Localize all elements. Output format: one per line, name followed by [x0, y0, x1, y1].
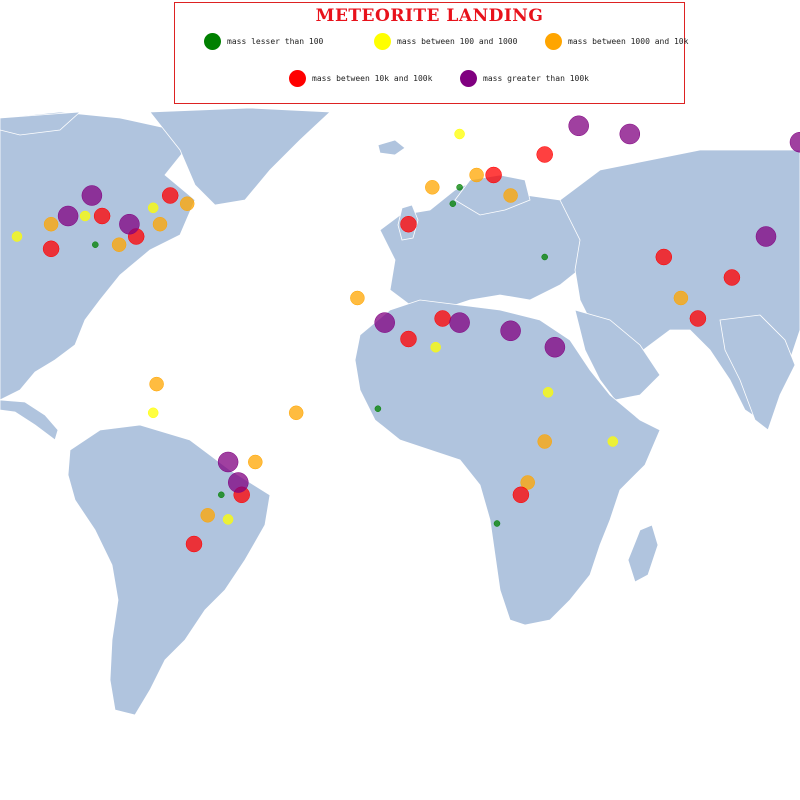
meteorite-marker[interactable] [374, 405, 382, 412]
legend-swatch [545, 33, 562, 50]
land-iceland [377, 139, 406, 156]
meteorite-marker[interactable] [92, 241, 99, 248]
land-greenland [149, 107, 331, 206]
legend-label: mass lesser than 100 [227, 37, 324, 46]
meteorite-marker[interactable] [434, 310, 451, 327]
meteorite-marker[interactable] [218, 491, 225, 499]
meteorite-marker[interactable] [430, 341, 441, 353]
meteorite-marker[interactable] [248, 454, 263, 470]
meteorite-marker[interactable] [755, 226, 777, 247]
meteorite-marker[interactable] [425, 180, 440, 195]
meteorite-marker[interactable] [57, 205, 79, 227]
meteorite-marker[interactable] [161, 187, 179, 204]
meteorite-marker[interactable] [42, 240, 60, 258]
meteorite-marker[interactable] [79, 210, 91, 222]
meteorite-marker[interactable] [655, 248, 673, 266]
meteorite-marker[interactable] [469, 167, 484, 183]
meteorite-marker[interactable] [456, 184, 463, 191]
land-masses [0, 107, 800, 716]
meteorite-marker[interactable] [228, 472, 249, 493]
legend-item-1000-10k: mass between 1000 and 10k [545, 33, 688, 50]
meteorite-marker[interactable] [200, 508, 215, 523]
legend: METEORITE LANDING mass lesser than 100 m… [174, 2, 688, 104]
legend-swatch [460, 70, 477, 87]
meteorite-marker[interactable] [179, 196, 195, 211]
meteorite-marker[interactable] [119, 213, 140, 235]
meteorite-marker[interactable] [544, 336, 566, 358]
meteorite-marker[interactable] [542, 387, 554, 398]
meteorite-marker[interactable] [400, 215, 417, 233]
legend-swatch [374, 33, 391, 50]
meteorite-marker[interactable] [493, 520, 501, 527]
map-title: METEORITE LANDING [315, 6, 544, 26]
meteorite-marker[interactable] [536, 146, 553, 163]
meteorite-marker[interactable] [449, 312, 470, 333]
legend-item-10k-100k: mass between 10k and 100k [289, 70, 432, 87]
meteorite-marker[interactable] [449, 200, 457, 207]
legend-item-100-1000: mass between 100 and 1000 [374, 33, 517, 50]
meteorite-marker[interactable] [689, 310, 707, 327]
legend-label: mass between 1000 and 10k [568, 37, 689, 46]
meteorite-marker[interactable] [541, 253, 548, 261]
legend-label: mass greater than 100k [483, 74, 589, 83]
meteorite-marker[interactable] [288, 405, 304, 421]
meteorite-marker[interactable] [520, 475, 535, 490]
meteorite-marker[interactable] [185, 535, 203, 553]
legend-swatch [289, 70, 306, 87]
meteorite-marker[interactable] [537, 434, 552, 449]
meteorite-marker[interactable] [723, 269, 741, 286]
meteorite-marker[interactable] [147, 202, 159, 214]
legend-label: mass between 10k and 100k [312, 74, 433, 83]
meteorite-marker[interactable] [619, 123, 641, 145]
meteorite-marker[interactable] [152, 216, 168, 232]
land-madagascar [627, 524, 659, 583]
land-arctic-islands-na [0, 111, 82, 136]
land-arabia-india [574, 309, 796, 431]
meteorite-marker[interactable] [485, 166, 502, 184]
legend-item-gt-100k: mass greater than 100k [460, 70, 589, 87]
meteorite-marker[interactable] [374, 312, 395, 333]
meteorite-marker[interactable] [43, 216, 59, 232]
meteorite-marker[interactable] [673, 290, 689, 306]
land-north-america [0, 111, 196, 401]
meteorite-marker[interactable] [147, 407, 159, 419]
legend-label: mass between 100 and 1000 [397, 37, 518, 46]
meteorite-marker[interactable] [500, 320, 521, 342]
meteorite-marker[interactable] [789, 131, 800, 153]
meteorite-marker[interactable] [81, 185, 103, 206]
meteorite-marker[interactable] [217, 451, 239, 473]
meteorite-marker[interactable] [400, 330, 417, 348]
land-south-america [67, 424, 271, 716]
meteorite-marker[interactable] [503, 188, 518, 203]
meteorite-marker[interactable] [350, 290, 365, 306]
meteorite-markers [11, 115, 800, 553]
meteorite-marker[interactable] [111, 237, 127, 252]
meteorite-marker[interactable] [454, 128, 465, 140]
legend-swatch [204, 33, 221, 50]
meteorite-marker[interactable] [93, 207, 111, 225]
land-africa [354, 299, 661, 626]
meteorite-marker[interactable] [568, 115, 589, 137]
land-central-america [0, 399, 59, 441]
meteorite-marker[interactable] [149, 376, 164, 392]
meteorite-marker[interactable] [222, 514, 234, 525]
legend-item-lt-100: mass lesser than 100 [204, 33, 323, 50]
meteorite-marker[interactable] [607, 436, 619, 447]
meteorite-marker[interactable] [11, 231, 23, 242]
meteorite-marker[interactable] [512, 486, 530, 504]
